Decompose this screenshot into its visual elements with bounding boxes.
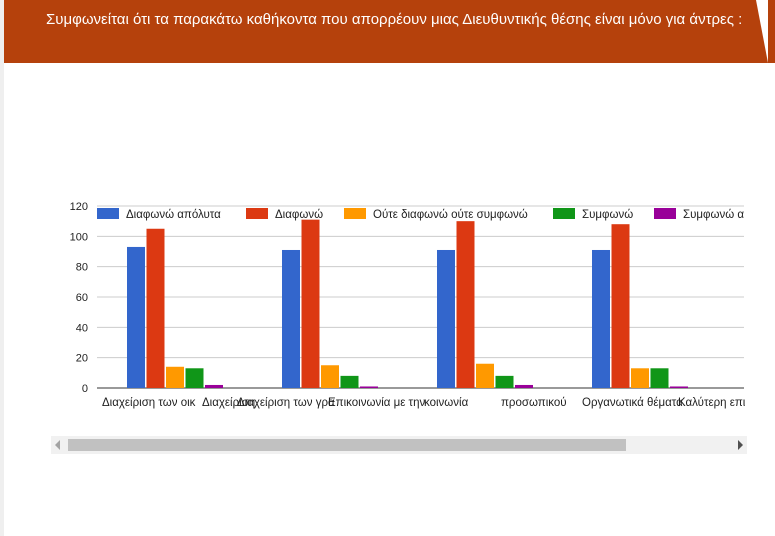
bar-5-3 (515, 384, 533, 388)
legend-label-2: Διαφωνώ (275, 209, 323, 221)
legend-group: Διαφωνώ απόλυτα Διαφωνώ Ούτε διαφωνώ ούτε … (97, 208, 744, 221)
y-tick-label: 0 (82, 383, 88, 395)
bar-5-2 (360, 386, 378, 388)
x-tick-label: κοινωνία (424, 397, 469, 409)
scroll-right-arrow-icon[interactable] (738, 440, 743, 450)
x-tick-label: Καλύτερη επι (678, 397, 746, 409)
x-tick-label: προσωπικού (501, 397, 567, 409)
bar-4-3 (495, 375, 514, 388)
bar-2-4 (611, 224, 630, 388)
legend-label-5: Συμφωνώ α (683, 209, 744, 221)
legend-label-3: Ούτε διαφωνώ ούτε συμφωνώ (373, 209, 528, 221)
y-tick-label: 120 (70, 201, 88, 213)
y-tick-label: 40 (76, 322, 88, 334)
bar-1-2 (282, 249, 300, 388)
y-tick-label: 60 (76, 292, 88, 304)
bar-3-3 (476, 363, 494, 388)
y-tick-label: 100 (70, 231, 88, 243)
question-header (4, 0, 762, 63)
header-notch (756, 0, 768, 63)
legend-label-4: Συμφωνώ (582, 209, 633, 221)
y-axis-ticks: 0 20 40 60 80 100 120 (70, 201, 88, 395)
legend-swatch-2 (246, 208, 268, 219)
bar-3-2 (321, 365, 339, 388)
legend-swatch-4 (553, 208, 575, 219)
question-title: Συμφωνείται ότι τα παρακάτω καθήκοντα πο… (46, 11, 743, 28)
x-tick-label: Διαχείριση (202, 397, 255, 409)
bar-3-4 (631, 368, 649, 388)
legend-swatch-3 (344, 208, 366, 219)
scroll-thumb[interactable] (68, 439, 626, 451)
bars (127, 219, 688, 388)
scroll-left-arrow-icon[interactable] (55, 440, 60, 450)
bar-4-1 (185, 368, 204, 388)
bar-1-1 (127, 246, 145, 388)
horizontal-scrollbar[interactable] (51, 436, 747, 454)
legend-swatch-5 (654, 208, 676, 219)
bar-2-2 (301, 219, 320, 388)
bar-2-1 (146, 228, 165, 388)
x-tick-label: Διαχείριση των γρα (237, 397, 335, 409)
bar-1-4 (592, 249, 610, 388)
legend-label-1: Διαφωνώ απόλυτα (126, 209, 221, 221)
gridlines (97, 205, 744, 389)
question-card: Συμφωνείται ότι τα παρακάτω καθήκοντα πο… (4, 0, 775, 536)
bar-5-1 (205, 384, 223, 388)
y-tick-label: 80 (76, 262, 88, 274)
legend-swatch-1 (97, 208, 119, 219)
legend: Διαφωνώ απόλυτα Διαφωνώ Ούτε διαφωνώ ούτε … (97, 208, 744, 221)
bar-4-2 (340, 375, 359, 388)
bar-1-3 (437, 249, 455, 388)
bar-5-4 (670, 386, 688, 388)
chart-container: 0 20 40 60 80 100 120 Διαχείριση των οικ Διαχεί… (4, 190, 775, 420)
y-tick-label: 20 (76, 353, 88, 365)
x-tick-label: Διαχείριση των οικ (102, 397, 196, 409)
x-tick-label: Οργανωτικά θέματα (582, 397, 683, 409)
bar-2-3 (456, 221, 475, 388)
x-tick-label: Επικοινωνία με την (328, 397, 425, 409)
bar-4-4 (650, 368, 669, 388)
bar-3-1 (166, 366, 184, 388)
